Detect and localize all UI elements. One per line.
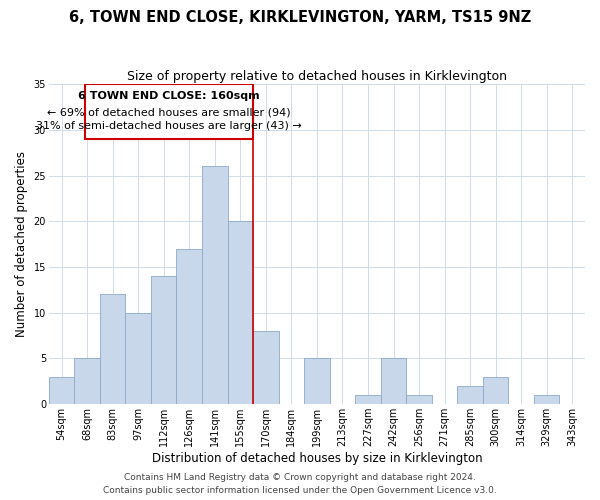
Bar: [100, 294, 125, 404]
Bar: [406, 395, 432, 404]
Bar: [534, 395, 559, 404]
Text: Contains HM Land Registry data © Crown copyright and database right 2024.
Contai: Contains HM Land Registry data © Crown c…: [103, 474, 497, 495]
Bar: [381, 358, 406, 404]
Bar: [457, 386, 483, 404]
Bar: [74, 358, 100, 404]
Bar: [227, 222, 253, 404]
Y-axis label: Number of detached properties: Number of detached properties: [15, 151, 28, 337]
Text: ← 69% of detached houses are smaller (94): ← 69% of detached houses are smaller (94…: [47, 107, 290, 117]
X-axis label: Distribution of detached houses by size in Kirklevington: Distribution of detached houses by size …: [152, 452, 482, 465]
Bar: [253, 331, 278, 404]
Title: Size of property relative to detached houses in Kirklevington: Size of property relative to detached ho…: [127, 70, 507, 83]
Text: 31% of semi-detached houses are larger (43) →: 31% of semi-detached houses are larger (…: [36, 120, 302, 130]
Bar: [49, 376, 74, 404]
Bar: [304, 358, 329, 404]
Bar: [202, 166, 227, 404]
Bar: [355, 395, 381, 404]
Bar: [483, 376, 508, 404]
Text: 6 TOWN END CLOSE: 160sqm: 6 TOWN END CLOSE: 160sqm: [78, 92, 260, 102]
Text: 6, TOWN END CLOSE, KIRKLEVINGTON, YARM, TS15 9NZ: 6, TOWN END CLOSE, KIRKLEVINGTON, YARM, …: [69, 10, 531, 25]
Bar: [151, 276, 176, 404]
Bar: [176, 248, 202, 404]
Bar: [125, 312, 151, 404]
FancyBboxPatch shape: [85, 84, 253, 139]
